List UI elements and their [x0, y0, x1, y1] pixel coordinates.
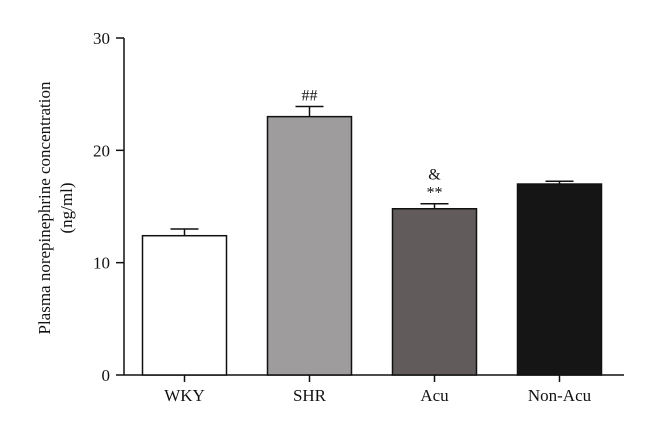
x-tick-label: Acu [420, 386, 449, 405]
bar [391, 207, 478, 376]
y-tick-label: 20 [93, 141, 110, 160]
x-axis: WKY SHR Acu Non-Acu [124, 374, 624, 405]
x-tick-label: WKY [164, 386, 205, 405]
significance-marker: ## [302, 88, 318, 105]
y-tick-label: 10 [93, 254, 110, 273]
x-tick-label: SHR [293, 386, 327, 405]
y-tick-label: 30 [93, 29, 110, 48]
bar [516, 183, 603, 376]
annotations: ## &** [302, 88, 443, 202]
significance-marker: & [428, 167, 441, 184]
y-axis: 0 10 20 30 [93, 29, 125, 385]
y-axis-label-line-2: (ng/ml) [57, 183, 76, 234]
bar-group-acu [391, 202, 478, 376]
bar-group-shr [266, 105, 353, 376]
bar-group-wky [141, 228, 228, 376]
x-tick-label: Non-Acu [528, 386, 592, 405]
y-tick-label: 0 [102, 366, 111, 385]
bar-group-non-acu [516, 180, 603, 376]
bars [141, 105, 603, 376]
bar [141, 234, 228, 376]
y-axis-label-line-1: Plasma norepinephrine concentration [35, 81, 54, 335]
bar [266, 115, 353, 376]
significance-marker: ** [427, 185, 443, 202]
